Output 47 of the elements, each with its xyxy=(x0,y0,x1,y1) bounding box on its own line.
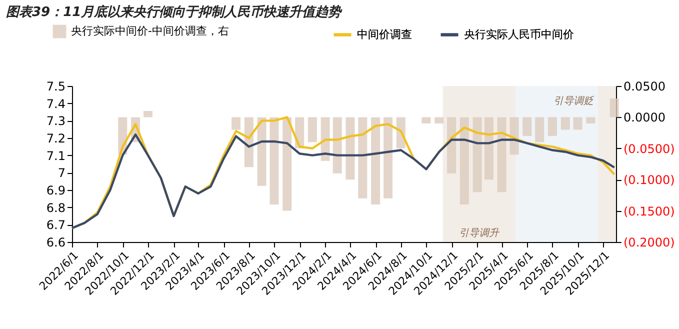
y-tick-label: 7 xyxy=(58,166,66,180)
bar xyxy=(447,117,456,174)
bar xyxy=(346,117,355,180)
legend-label: 央行实际中间价-中间价调查，右 xyxy=(71,24,229,38)
bar xyxy=(371,117,380,205)
y-tick-label: 7.3 xyxy=(46,114,66,128)
bar xyxy=(270,117,279,205)
y2-tick-label: (0.1500) xyxy=(624,204,675,218)
bar xyxy=(358,117,368,198)
bar xyxy=(308,117,317,142)
bar xyxy=(257,117,266,186)
y-tick-label: 6.8 xyxy=(46,200,66,215)
legend-label: 央行实际人民币中间价 xyxy=(464,28,574,41)
bar xyxy=(610,98,619,118)
bar xyxy=(384,117,393,198)
bar xyxy=(586,117,596,124)
bar xyxy=(560,117,570,130)
y2-tick-label: (0.2000) xyxy=(624,236,675,250)
bar xyxy=(472,117,482,192)
y-tick-label: 6.6 xyxy=(46,236,66,250)
y-tick-label: 7.4 xyxy=(46,96,66,111)
bar xyxy=(282,117,292,211)
bar xyxy=(548,117,557,136)
bar xyxy=(522,117,532,136)
y2-tick-label: 0.0500 xyxy=(624,80,666,94)
y2-tick-label: (0.1000) xyxy=(624,173,675,188)
y-tick-label: 7.5 xyxy=(46,80,66,94)
bar xyxy=(497,117,506,192)
bar xyxy=(460,117,469,205)
y-tick-label: 6.7 xyxy=(46,218,66,232)
legend-label: 中间价调查 xyxy=(357,28,412,41)
bar xyxy=(232,117,241,130)
bar xyxy=(332,117,342,174)
bar xyxy=(484,117,494,180)
bar xyxy=(434,117,444,124)
chart-title: 图表39：11月底以来央行倾向于抑制人民币快速升值趋势 xyxy=(6,4,344,20)
bar xyxy=(573,117,582,130)
y-tick-label: 6.9 xyxy=(46,184,66,198)
y2-tick-label: (0.0500) xyxy=(624,142,675,156)
band-label: 引导调升 xyxy=(459,227,500,239)
band-label: 引导调贬 xyxy=(554,95,595,107)
bar xyxy=(422,117,431,124)
y-tick-label: 7.2 xyxy=(46,132,66,146)
y-tick-label: 7.1 xyxy=(46,148,66,163)
bar xyxy=(143,110,152,118)
y2-tick-label: 0.0000 xyxy=(624,110,666,125)
bar xyxy=(535,117,544,142)
